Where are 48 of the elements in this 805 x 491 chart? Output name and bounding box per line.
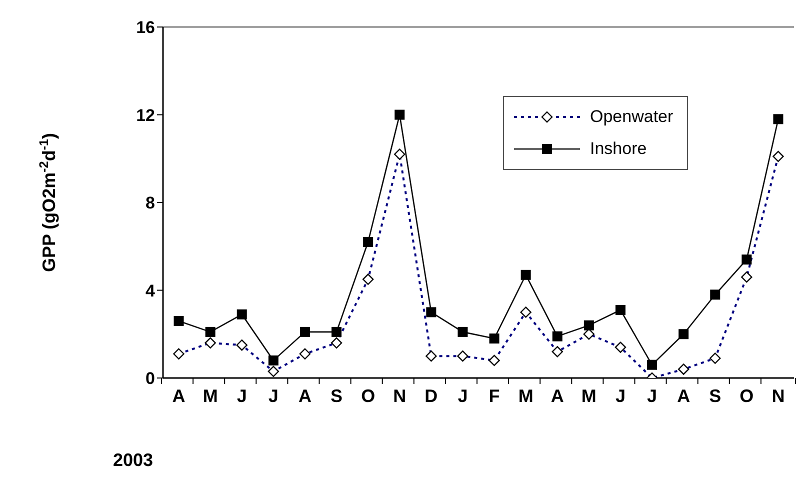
- x-tick-label: A: [550, 386, 564, 406]
- y-tick-label: 16: [136, 18, 155, 38]
- point: [426, 307, 436, 318]
- y-tick-label: 12: [136, 106, 155, 125]
- point: [773, 114, 784, 124]
- x-tick-label: J: [647, 386, 658, 406]
- legend-label: Openwater: [590, 107, 674, 127]
- point: [742, 254, 752, 265]
- point: [678, 329, 689, 340]
- y-tick-label: 0: [146, 369, 155, 388]
- x-tick-label: M: [202, 386, 218, 406]
- x-tick-label: A: [172, 386, 186, 406]
- x-tick-label: O: [361, 386, 376, 406]
- x-tick-label: J: [458, 386, 468, 406]
- y-tick-label: 8: [146, 194, 155, 213]
- x-tick-label: J: [268, 386, 278, 406]
- x-tick-label: O: [740, 386, 754, 406]
- x-tick-label: N: [393, 386, 406, 406]
- x-tick-label: A: [677, 386, 690, 406]
- x-tick-label: D: [424, 386, 438, 406]
- point: [647, 360, 658, 370]
- point: [458, 326, 468, 337]
- point: [332, 326, 342, 337]
- point: [710, 290, 720, 300]
- point: [584, 320, 594, 330]
- x-tick-label: S: [330, 386, 343, 406]
- x-tick-label: M: [518, 386, 534, 406]
- point: [236, 309, 247, 320]
- y-tick-label: 4: [146, 281, 156, 300]
- x-tick-label: N: [772, 386, 785, 406]
- point: [268, 355, 278, 366]
- point: [520, 270, 531, 280]
- x-tick-label: F: [488, 386, 500, 406]
- point: [174, 316, 184, 326]
- point: [300, 326, 310, 337]
- point: [552, 331, 562, 342]
- legend-label: Inshore: [590, 139, 647, 159]
- point: [205, 326, 216, 337]
- x-tick-label: J: [615, 386, 626, 406]
- x-tick-label: M: [581, 386, 596, 406]
- point: [394, 110, 405, 120]
- point: [489, 334, 500, 344]
- text: 2003: [113, 450, 154, 471]
- x-tick-label: S: [709, 386, 722, 406]
- x-tick-label: J: [236, 386, 247, 406]
- point: [363, 236, 374, 247]
- x-tick-label: A: [298, 386, 312, 406]
- point: [615, 304, 626, 315]
